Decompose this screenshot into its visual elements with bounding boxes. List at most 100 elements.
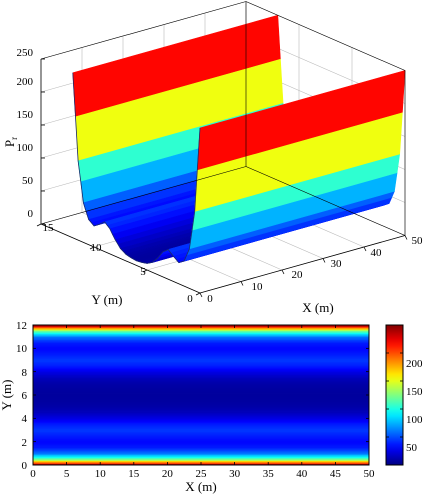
heatmap-band [33, 351, 369, 354]
x-tick-label: 15 [128, 468, 140, 480]
y-tick-label: 10 [91, 242, 103, 254]
heatmap-band [33, 432, 369, 435]
heatmap-band [33, 377, 369, 380]
z-tick-label: 100 [17, 142, 34, 154]
x-tick-label: 35 [263, 468, 275, 480]
z-axis-label: Pr [2, 137, 19, 147]
z-tick-label: 0 [28, 208, 34, 220]
heatmap-band [33, 438, 369, 441]
x-tick-label: 50 [364, 468, 376, 480]
y-tick-label: 6 [22, 390, 28, 402]
heatmap-band [33, 412, 369, 415]
heatmap-band [33, 370, 369, 373]
heatmap-band [33, 456, 369, 459]
heatmap-band [33, 400, 369, 403]
heatmap-band [33, 448, 369, 451]
heatmap-band [33, 443, 369, 445]
heatmap-band [33, 411, 369, 413]
heatmap-band [33, 335, 369, 338]
heatmap-band [33, 419, 369, 422]
box-edge [40, 166, 247, 225]
surface-x-tick-labels: 0 10 20 30 40 50 [207, 235, 423, 305]
colorbar-ticks [386, 352, 403, 438]
x-tick-label: 10 [252, 281, 264, 293]
heatmap-band [33, 378, 369, 381]
heatmap-band [33, 345, 369, 348]
box-edge [245, 166, 406, 236]
x-tick-label: 25 [196, 468, 208, 480]
surface-plot-3d: 0 50 100 150 200 250 0 5 10 15 0 10 20 3… [2, 1, 423, 315]
y-tick [36, 223, 42, 227]
heatmap-band [33, 367, 369, 370]
heatmap-band [33, 346, 369, 349]
heatmap-band [33, 373, 369, 375]
heatmap-band [33, 354, 369, 357]
x-tick-label: 5 [64, 468, 70, 480]
heatmap-band [33, 418, 369, 421]
x-axis-line [199, 235, 406, 294]
heatmap-band [33, 339, 369, 342]
heatmap-plot: 0 2 4 6 8 10 12 0 5 10 15 20 25 30 35 40… [0, 320, 375, 494]
heatmap-band [33, 330, 369, 333]
heatmap-band [33, 402, 369, 405]
y-tick-label: 2 [22, 437, 28, 449]
heatmap-band [33, 441, 369, 444]
heatmap-band [33, 374, 369, 377]
heatmap-band [33, 383, 369, 386]
heatmap-band [33, 358, 369, 361]
x-tick [322, 258, 326, 263]
heatmap-band [33, 416, 369, 419]
heatmap-band [33, 422, 369, 425]
colorbar-gradient [385, 324, 404, 466]
heatmap-band [33, 371, 369, 374]
heatmap-band [33, 454, 369, 457]
box-edge [40, 1, 247, 60]
heatmap-band [33, 355, 369, 358]
y-tick-label: 0 [22, 460, 28, 472]
heatmap-band [33, 389, 369, 392]
heatmap-band [33, 341, 369, 343]
heatmap-band [33, 457, 369, 460]
heatmap-band [33, 362, 369, 365]
x-tick-label: 30 [229, 468, 241, 480]
z-tick-label: 250 [17, 47, 34, 59]
heatmap-band [33, 409, 369, 412]
x-tick [404, 235, 408, 240]
heatmap-band [33, 430, 369, 432]
heatmap-band [33, 421, 369, 424]
heatmap-band [33, 396, 369, 399]
heatmap-band [33, 446, 369, 448]
colorbar-tick-label: 100 [406, 414, 423, 426]
heatmap-x-tick-labels: 0 5 10 15 20 25 30 35 40 45 50 [30, 468, 375, 480]
heatmap-band [33, 386, 369, 389]
heatmap-band [33, 459, 369, 462]
x-tick-label: 50 [412, 235, 424, 247]
heatmap-band [33, 440, 369, 443]
x-tick [240, 281, 244, 286]
heatmap-band [33, 333, 369, 336]
z-tick-label: 200 [17, 76, 34, 88]
colorbar-tick-label: 50 [406, 442, 418, 454]
heatmap-band [33, 435, 369, 438]
y-axis-line [40, 223, 201, 294]
colorbar: 50 100 150 200 [385, 324, 423, 466]
y-tick-label: 12 [16, 320, 27, 332]
heatmap-band [33, 349, 369, 352]
x-tick-label: 0 [207, 293, 213, 305]
heatmap-band [33, 415, 369, 418]
heatmap-band [33, 444, 369, 447]
x-tick-label: 10 [95, 468, 107, 480]
heatmap-band [33, 332, 369, 335]
heatmap-band [33, 437, 369, 440]
y-tick-label: 15 [43, 222, 55, 234]
heatmap-band [33, 460, 369, 463]
heatmap-band [33, 364, 369, 367]
heatmap-band [33, 403, 369, 406]
y-tick-label: 10 [16, 343, 28, 355]
heatmap-band [33, 348, 369, 351]
heatmap-band [33, 397, 369, 400]
heatmap-band [33, 342, 369, 345]
x-tick-label: 20 [292, 269, 304, 281]
heatmap-band [33, 431, 369, 434]
heatmap-band [33, 368, 369, 371]
